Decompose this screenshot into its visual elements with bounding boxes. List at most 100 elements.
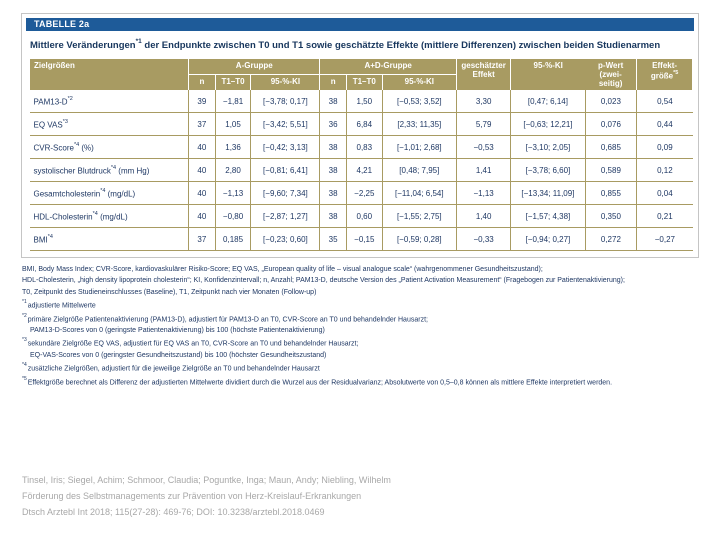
table-title: Mittlere Veränderungen*1 der Endpunkte z…	[30, 38, 690, 52]
cell-n-a: 40	[188, 181, 216, 206]
cell-ki-ad: [−0,59; 0,28]	[381, 227, 457, 252]
cell-d-a: 1,05	[214, 112, 252, 137]
cell-effect-size: 0,21	[636, 204, 693, 229]
cell-d-ad: −0,15	[345, 227, 383, 252]
row-footnote-marker: *4	[73, 141, 80, 148]
footnote-marker: *3	[22, 337, 27, 344]
header-estimated-effect-line1: geschätzter	[461, 61, 506, 71]
cell-d-ad: −2,25	[345, 181, 383, 206]
footnotes-block: BMI, Body Mass Index; CVR-Score, kardiov…	[22, 264, 698, 389]
abbreviations-line: BMI, Body Mass Index; CVR-Score, kardiov…	[22, 266, 543, 273]
citation-title: Förderung des Selbstmanagements zur Präv…	[22, 491, 362, 501]
footnote-text-continued: EQ-VAS-Scores von 0 (geringster Gesundhe…	[30, 352, 327, 360]
cell-ki-a: [−3,78; 0,17]	[250, 89, 321, 114]
row-unit: (%)	[79, 143, 94, 153]
row-label-text: PAM13-D	[33, 97, 68, 107]
cell-effect: −0,33	[455, 227, 512, 252]
row-label: BMI*4	[29, 227, 190, 252]
header-effect-size-line2: größe	[650, 71, 674, 81]
subheader-t1t0-a: T1–T0	[214, 73, 252, 90]
cell-effect-ki: [−13,34; 11,09]	[510, 181, 586, 206]
header-group-ad: A+D-Gruppe	[319, 58, 457, 75]
cell-ki-ad: [0,48; 7,95]	[381, 158, 457, 183]
cell-effect: −1,13	[455, 181, 512, 206]
cell-effect-size: −0,27	[636, 227, 693, 252]
header-p-line1: p-Wert	[598, 61, 624, 71]
row-unit: (mg/dL)	[105, 189, 136, 199]
cell-effect-ki: [−0,94; 0,27]	[510, 227, 586, 252]
row-footnote-marker: *4	[92, 210, 98, 217]
cell-n-a: 39	[188, 89, 216, 114]
footnote-marker: *2	[22, 312, 27, 319]
cell-n-ad: 38	[319, 135, 347, 160]
header-p-line2: (zwei-	[599, 70, 622, 80]
cell-n-ad: 36	[319, 112, 347, 137]
cell-ki-a: [−0,81; 6,41]	[250, 158, 321, 183]
header-estimated-effect-line2: Effekt	[472, 70, 495, 80]
cell-d-a: −0,80	[214, 204, 252, 229]
table-row: BMI*4 37 0,185 [−0,23; 0,60] 35 −0,15 [−…	[29, 227, 693, 252]
subheader-t1t0-ad: T1–T0	[345, 73, 383, 90]
cell-effect-size: 0,54	[636, 89, 693, 114]
cell-d-ad: 6,84	[345, 112, 383, 137]
header-effect-size-line1: Effekt-	[652, 61, 678, 71]
cell-effect: 1,41	[455, 158, 512, 183]
citation-block: Tinsel, Iris; Siegel, Achim; Schmoor, Cl…	[22, 472, 698, 520]
row-footnote-marker: *4	[100, 187, 106, 194]
footnote-text: zusätzliche Zielgrößen, adjustiert für d…	[27, 365, 320, 373]
cell-effect-ki: [−3,10; 2,05]	[510, 135, 586, 160]
row-unit: (mg/dL)	[97, 212, 128, 222]
cell-p-value: 0,855	[584, 181, 638, 206]
cell-d-a: 2,80	[214, 158, 252, 183]
cell-ki-ad: [−0,53; 3,52]	[381, 89, 457, 114]
cell-effect-size: 0,12	[636, 158, 693, 183]
row-label-text: CVR-Score	[33, 143, 74, 153]
cell-d-a: 1,36	[214, 135, 252, 160]
footnote-4: *4zusätzliche Zielgrößen, adjustiert für…	[22, 361, 698, 375]
header-p-value: p-Wert (zwei- seitig)	[585, 58, 638, 90]
table-row: CVR-Score*4 (%) 40 1,36 [−0,42; 3,13] 38…	[29, 135, 693, 160]
cell-n-a: 37	[188, 227, 216, 252]
cell-ki-a: [−0,42; 3,13]	[250, 135, 321, 160]
results-table: Zielgrößen A-Gruppe A+D-Gruppe geschätzt…	[28, 58, 693, 252]
footnote-text: sekundäre Zielgröße EQ VAS, adjustiert f…	[27, 340, 359, 348]
header-effect-ki: 95-%-KI	[510, 58, 586, 90]
cell-n-a: 40	[188, 204, 216, 229]
table-number-bar: TABELLE 2a	[26, 18, 694, 31]
row-label-text: Gesamtcholesterin	[33, 189, 101, 199]
cell-d-a: 0,185	[214, 227, 252, 252]
cell-n-a: 37	[188, 112, 216, 137]
cell-n-a: 40	[188, 158, 216, 183]
row-label: HDL-Cholesterin*4 (mg/dL)	[29, 204, 190, 229]
header-zielgroessen: Zielgrößen	[28, 58, 190, 90]
cell-n-ad: 38	[319, 181, 347, 206]
cell-ki-ad: [−1,55; 2,75]	[381, 204, 457, 229]
table-row: HDL-Cholesterin*4 (mg/dL) 40 −0,80 [−2,8…	[29, 204, 693, 229]
cell-ki-a: [−9,60; 7,34]	[250, 181, 321, 206]
subheader-ki-ad: 95-%-KI	[381, 73, 457, 90]
footnote-text-continued: PAM13-D-Scores von 0 (geringste Patiente…	[30, 327, 325, 335]
table-panel: TABELLE 2a Mittlere Veränderungen*1 der …	[21, 13, 699, 258]
cell-ki-a: [−2,87; 1,27]	[250, 204, 321, 229]
footnote-text: adjustierte Mittelwerte	[27, 302, 96, 310]
cell-d-a: −1,81	[214, 89, 252, 114]
footnote-5: *5Effektgröße berechnet als Differenz de…	[22, 375, 698, 389]
row-label-text: EQ VAS	[33, 120, 63, 130]
cell-p-value: 0,685	[584, 135, 638, 160]
cell-effect-size: 0,09	[636, 135, 693, 160]
header-group-a: A-Gruppe	[188, 58, 321, 75]
cell-ki-ad: [2,33; 11,35]	[381, 112, 457, 137]
cell-ki-ad: [−1,01; 2,68]	[381, 135, 457, 160]
cell-d-a: −1,13	[214, 181, 252, 206]
cell-effect-ki: [−0,63; 12,21]	[510, 112, 586, 137]
footnote-text: primäre Zielgröße Patientenaktivierung (…	[27, 315, 428, 323]
table-title-text-cont: der Endpunkte zwischen T0 und T1 sowie g…	[141, 40, 661, 52]
cell-effect: 1,40	[455, 204, 512, 229]
footnote-marker: *1	[22, 298, 27, 305]
header-effect-size-footnote-marker: *5	[673, 70, 679, 77]
cell-p-value: 0,272	[584, 227, 638, 252]
abbreviations-line: HDL-Cholesterin, „high density lipoprote…	[22, 277, 625, 285]
cell-n-ad: 35	[319, 227, 347, 252]
cell-n-ad: 38	[319, 89, 347, 114]
cell-ki-ad: [−11,04; 6,54]	[381, 181, 457, 206]
